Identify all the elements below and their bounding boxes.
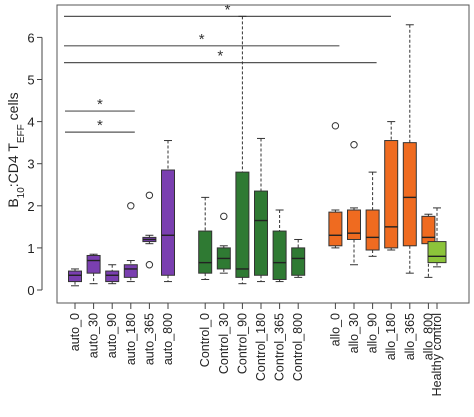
outlier-point	[145, 261, 154, 269]
box-auto_800	[161, 140, 175, 283]
box-allo_365	[402, 24, 417, 274]
y-title-end: cells	[5, 92, 21, 124]
y-tick-label: 6	[27, 30, 34, 45]
x-tick-label: auto_800	[161, 313, 175, 365]
x-tick-label: auto_180	[124, 313, 138, 365]
y-axis-title: B10:CD4 TEFF cells	[5, 92, 27, 207]
outlier-point	[127, 202, 135, 210]
x-tick-label: Healthy control	[430, 313, 444, 396]
box-iqr	[272, 230, 287, 280]
box-auto_365	[142, 191, 157, 269]
box-auto_90	[105, 264, 120, 285]
box-Control_30	[216, 212, 231, 274]
y-tick-label: 3	[27, 157, 34, 172]
x-tick-label: Control_30	[217, 313, 231, 374]
box-iqr	[421, 215, 436, 245]
box-iqr	[365, 209, 380, 251]
box-allo_180	[384, 121, 399, 251]
box-iqr	[86, 254, 101, 274]
x-tick-label: Control_180	[254, 313, 268, 381]
y-tick-label: 0	[27, 283, 34, 298]
significance-star: *	[97, 96, 103, 113]
box-iqr	[291, 247, 306, 276]
box-Control_0	[198, 196, 213, 280]
y-title-sub2: EFF	[16, 124, 27, 143]
x-tick-label: Control_90	[235, 313, 249, 374]
y-title-main: B	[5, 198, 21, 207]
y-tick-label: 1	[27, 241, 34, 256]
box-allo_0	[328, 122, 343, 249]
box-Control_800	[291, 238, 306, 278]
y-axis: 0 1 2 3 4 5 6	[27, 30, 43, 298]
outlier-point	[350, 141, 358, 149]
box-iqr	[402, 142, 417, 247]
x-tick-label: allo_180	[384, 313, 398, 360]
boxes	[68, 15, 447, 287]
box-Control_180	[254, 137, 268, 283]
box-allo_90	[365, 171, 380, 257]
box-auto_30	[86, 253, 101, 285]
x-axis-labels: auto_0 auto_30 auto_90 auto_180 auto_365 auto…	[68, 302, 444, 396]
y-tick-label: 5	[27, 73, 34, 88]
y-tick-label: 4	[27, 115, 34, 130]
y-title-mid: :CD4 T	[5, 143, 21, 188]
box-iqr	[123, 264, 138, 278]
x-tick-label: Control_0	[198, 313, 212, 367]
significance-star: *	[199, 31, 205, 48]
box-iqr	[384, 140, 399, 249]
significance-star: *	[97, 117, 103, 134]
box-iqr	[328, 211, 343, 247]
box-auto_180	[123, 202, 138, 283]
box-iqr	[235, 171, 250, 278]
box-iqr	[105, 270, 120, 283]
x-tick-label: allo_800	[421, 313, 435, 360]
box-Healthy control	[427, 207, 447, 268]
box-iqr	[427, 241, 447, 264]
box-Control_365	[272, 209, 287, 283]
x-tick-label: allo_365	[403, 313, 417, 360]
x-tick-label: auto_90	[105, 313, 119, 358]
outlier-point	[331, 122, 340, 130]
significance-star: *	[225, 1, 231, 18]
box-iqr	[347, 209, 361, 240]
y-title-sub1: 10	[16, 187, 27, 199]
box-iqr	[198, 230, 213, 274]
x-tick-label: allo_90	[366, 313, 380, 353]
x-tick-label: allo_30	[347, 313, 361, 353]
box-Control_90	[235, 15, 250, 285]
outlier-point	[145, 191, 154, 199]
x-tick-label: auto_365	[142, 313, 156, 365]
x-tick-label: Control_800	[291, 313, 305, 381]
significance-bars: * * * * *	[64, 1, 391, 134]
x-tick-label: auto_30	[87, 313, 101, 358]
box-iqr	[68, 270, 82, 283]
box-iqr	[161, 169, 175, 276]
box-iqr	[254, 190, 268, 276]
significance-star: *	[217, 48, 223, 65]
box-auto_0	[68, 268, 82, 287]
x-tick-label: allo_0	[328, 313, 342, 346]
y-tick-label: 2	[27, 199, 34, 214]
x-tick-label: Control_365	[273, 313, 287, 381]
box-allo_30	[347, 141, 361, 266]
x-tick-label: auto_0	[68, 313, 82, 351]
outlier-point	[220, 212, 228, 221]
